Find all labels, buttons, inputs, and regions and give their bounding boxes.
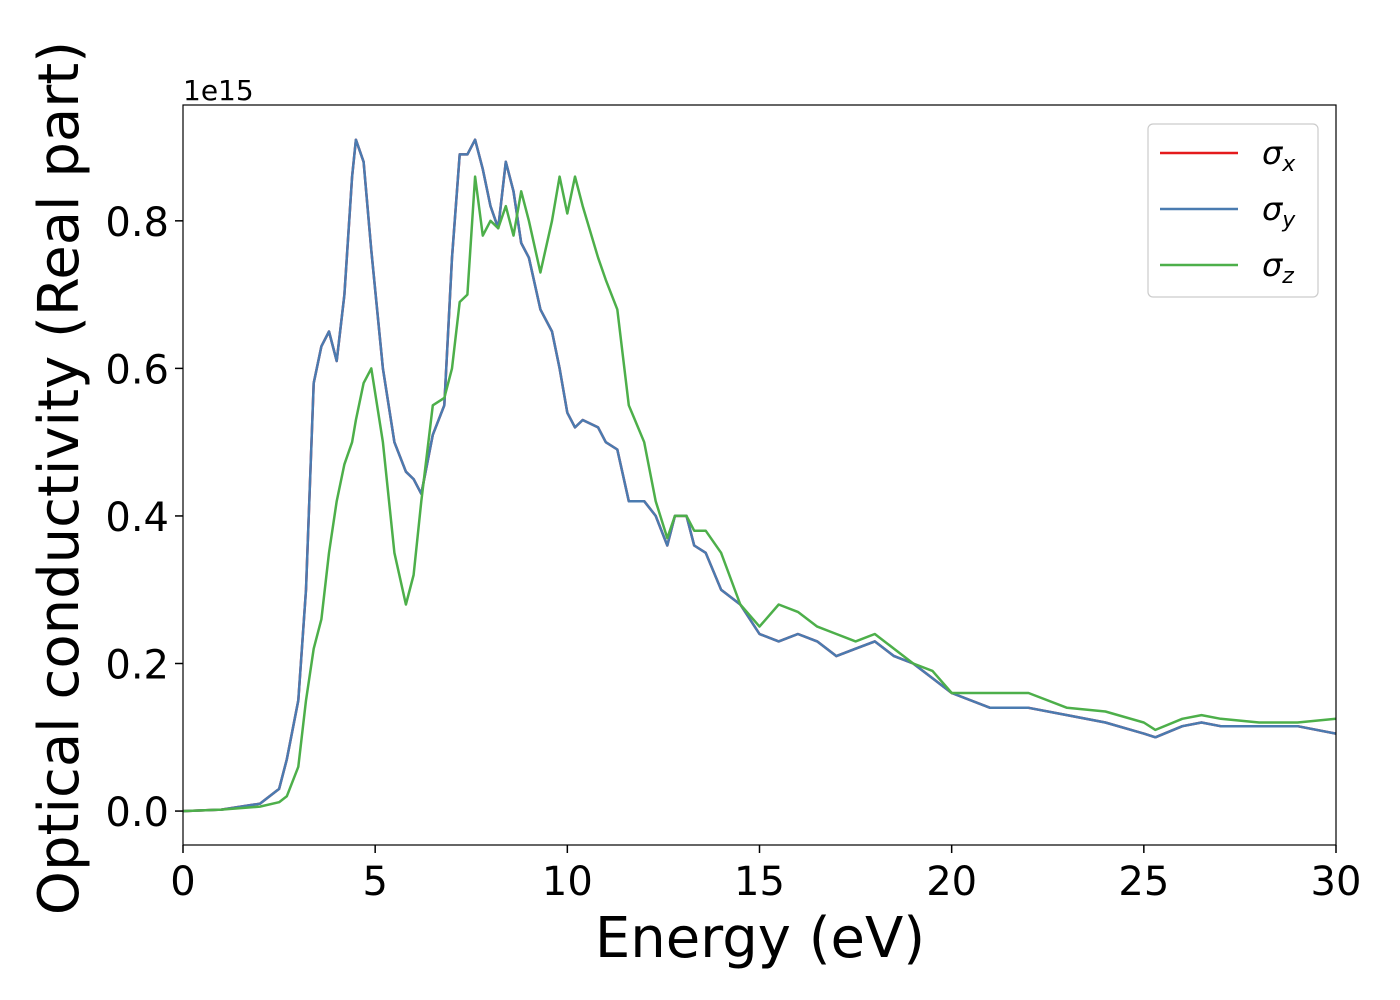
y-offset-label: 1e15 [183, 74, 254, 107]
legend-label: σx [1262, 134, 1296, 177]
plot-area [183, 138, 1336, 813]
x-tick-label: 0 [170, 859, 195, 905]
y-axis-label: Optical conductivity (Real part) [27, 41, 92, 915]
x-tick-label: 25 [1118, 859, 1169, 905]
x-tick-label: 5 [362, 859, 387, 905]
x-tick-label: 10 [542, 859, 593, 905]
y-tick-label: 0.8 [105, 200, 169, 246]
legend-box [1147, 123, 1319, 298]
y-tick-label: 0.4 [105, 495, 169, 541]
x-tick-label: 30 [1311, 859, 1362, 905]
x-axis-label: Energy (eV) [595, 906, 925, 971]
series-line [183, 138, 1336, 813]
y-tick-label: 0.0 [105, 790, 169, 836]
plot-frame [182, 104, 1337, 846]
y-tick-label: 0.2 [105, 643, 169, 689]
x-tick-label: 15 [734, 859, 785, 905]
y-tick-label: 0.6 [105, 347, 169, 393]
series-line [183, 175, 1336, 813]
legend-label: σy [1262, 190, 1296, 233]
x-tick-label: 20 [926, 859, 977, 905]
